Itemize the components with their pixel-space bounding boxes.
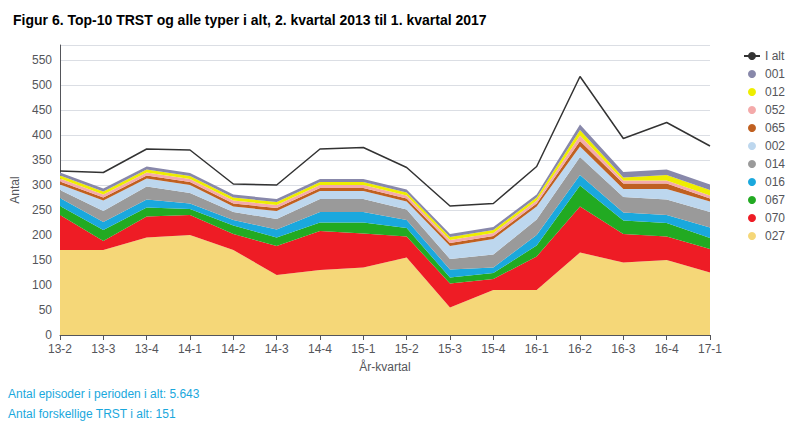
svg-text:16-1: 16-1	[525, 342, 549, 356]
svg-text:350: 350	[32, 153, 52, 167]
svg-text:50: 50	[39, 303, 53, 317]
svg-text:067: 067	[765, 193, 785, 207]
svg-text:027: 027	[765, 229, 785, 243]
svg-text:16-3: 16-3	[611, 342, 635, 356]
svg-text:Figur 6. Top-10 TRST og alle t: Figur 6. Top-10 TRST og alle typer i alt…	[13, 12, 487, 28]
svg-text:Antal forskellige TRST i alt:: Antal forskellige TRST i alt: 151	[8, 407, 176, 421]
svg-text:15-2: 15-2	[395, 342, 419, 356]
svg-text:500: 500	[32, 78, 52, 92]
svg-text:14-3: 14-3	[265, 342, 289, 356]
svg-text:450: 450	[32, 103, 52, 117]
svg-text:014: 014	[765, 157, 785, 171]
svg-text:0: 0	[45, 328, 52, 342]
svg-text:14-2: 14-2	[221, 342, 245, 356]
svg-text:I alt: I alt	[765, 49, 785, 63]
svg-text:16-2: 16-2	[568, 342, 592, 356]
svg-text:002: 002	[765, 139, 785, 153]
svg-text:16-4: 16-4	[655, 342, 679, 356]
svg-text:150: 150	[32, 253, 52, 267]
svg-text:14-4: 14-4	[308, 342, 332, 356]
svg-text:200: 200	[32, 228, 52, 242]
svg-text:250: 250	[32, 203, 52, 217]
svg-text:400: 400	[32, 128, 52, 142]
svg-text:052: 052	[765, 103, 785, 117]
svg-text:Antal: Antal	[8, 176, 22, 203]
svg-text:012: 012	[765, 85, 785, 99]
svg-text:15-4: 15-4	[481, 342, 505, 356]
svg-text:550: 550	[32, 53, 52, 67]
svg-text:14-1: 14-1	[178, 342, 202, 356]
svg-text:15-1: 15-1	[351, 342, 375, 356]
svg-text:17-1: 17-1	[698, 342, 722, 356]
svg-text:001: 001	[765, 67, 785, 81]
svg-text:Antal episoder i perioden i al: Antal episoder i perioden i alt: 5.643	[8, 387, 200, 401]
svg-text:016: 016	[765, 175, 785, 189]
svg-text:100: 100	[32, 278, 52, 292]
svg-text:15-3: 15-3	[438, 342, 462, 356]
svg-text:13-3: 13-3	[91, 342, 115, 356]
svg-text:År-kvartal: År-kvartal	[359, 359, 410, 374]
svg-text:300: 300	[32, 178, 52, 192]
svg-text:13-2: 13-2	[48, 342, 72, 356]
svg-text:13-4: 13-4	[135, 342, 159, 356]
svg-text:065: 065	[765, 121, 785, 135]
svg-text:070: 070	[765, 211, 785, 225]
